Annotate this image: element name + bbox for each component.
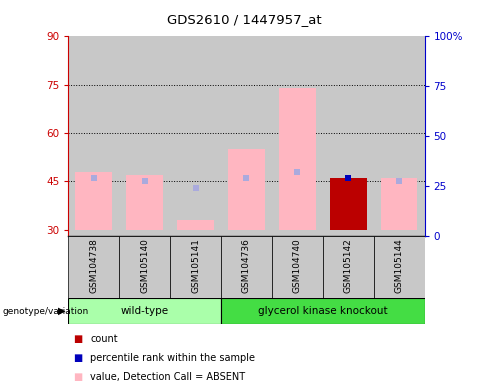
Bar <box>272 236 323 298</box>
Bar <box>330 178 366 230</box>
Text: wild-type: wild-type <box>121 306 169 316</box>
Bar <box>323 36 374 236</box>
Text: GSM104740: GSM104740 <box>293 238 302 293</box>
Bar <box>126 175 163 230</box>
Bar <box>374 236 425 298</box>
Text: percentile rank within the sample: percentile rank within the sample <box>90 353 255 363</box>
Text: genotype/variation: genotype/variation <box>2 306 89 316</box>
Text: GSM105144: GSM105144 <box>395 238 404 293</box>
Text: ■: ■ <box>73 334 82 344</box>
Text: value, Detection Call = ABSENT: value, Detection Call = ABSENT <box>90 372 245 382</box>
Bar <box>272 36 323 236</box>
Bar <box>228 149 265 230</box>
Bar <box>279 88 316 230</box>
Bar <box>221 36 272 236</box>
Text: ▶: ▶ <box>59 306 66 316</box>
Bar <box>170 236 221 298</box>
Bar <box>374 36 425 236</box>
Text: ■: ■ <box>73 372 82 382</box>
Text: GDS2610 / 1447957_at: GDS2610 / 1447957_at <box>167 13 321 26</box>
Bar <box>221 298 425 324</box>
Bar <box>221 236 272 298</box>
Bar <box>119 36 170 236</box>
Text: GSM104738: GSM104738 <box>89 238 98 293</box>
Text: GSM105140: GSM105140 <box>140 238 149 293</box>
Bar <box>170 36 221 236</box>
Bar <box>381 178 417 230</box>
Text: ■: ■ <box>73 353 82 363</box>
Text: GSM105141: GSM105141 <box>191 238 200 293</box>
Bar <box>177 220 214 230</box>
Text: GSM105142: GSM105142 <box>344 238 353 293</box>
Bar <box>330 178 366 230</box>
Bar <box>68 298 221 324</box>
Bar <box>119 236 170 298</box>
Text: count: count <box>90 334 118 344</box>
Text: glycerol kinase knockout: glycerol kinase knockout <box>258 306 387 316</box>
Text: GSM104736: GSM104736 <box>242 238 251 293</box>
Bar <box>68 236 119 298</box>
Bar <box>323 236 374 298</box>
Bar <box>68 36 119 236</box>
Bar <box>76 172 112 230</box>
